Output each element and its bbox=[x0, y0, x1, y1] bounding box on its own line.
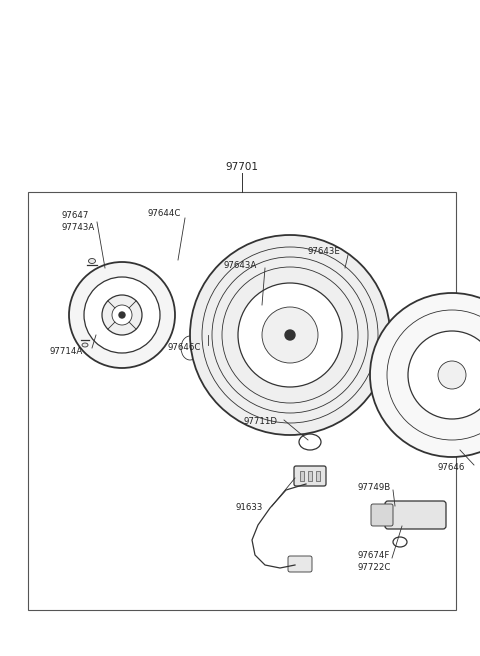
FancyBboxPatch shape bbox=[294, 466, 326, 486]
Text: 97643A: 97643A bbox=[224, 260, 257, 270]
Text: 91633: 91633 bbox=[235, 504, 263, 512]
Bar bbox=[316, 471, 320, 481]
Circle shape bbox=[69, 262, 175, 368]
Text: 97749B: 97749B bbox=[358, 483, 391, 493]
FancyBboxPatch shape bbox=[371, 504, 393, 526]
Text: 97701: 97701 bbox=[226, 162, 259, 172]
Circle shape bbox=[119, 312, 125, 318]
Circle shape bbox=[84, 277, 160, 353]
Bar bbox=[308, 471, 312, 481]
Circle shape bbox=[285, 330, 295, 340]
Ellipse shape bbox=[88, 258, 96, 264]
Text: 97644C: 97644C bbox=[148, 209, 181, 218]
Text: 97674F: 97674F bbox=[358, 550, 390, 560]
Circle shape bbox=[438, 361, 466, 389]
Circle shape bbox=[112, 305, 132, 325]
Text: 97711D: 97711D bbox=[244, 417, 278, 426]
Text: 97722C: 97722C bbox=[358, 562, 391, 571]
Circle shape bbox=[262, 307, 318, 363]
Text: 97643E: 97643E bbox=[308, 247, 341, 256]
Ellipse shape bbox=[82, 343, 88, 347]
Circle shape bbox=[408, 331, 480, 419]
Text: 97714A: 97714A bbox=[50, 348, 83, 356]
Bar bbox=[300, 471, 304, 481]
Text: 97646C: 97646C bbox=[168, 344, 202, 352]
FancyBboxPatch shape bbox=[385, 501, 446, 529]
Text: 97646: 97646 bbox=[438, 464, 466, 472]
Text: 97647: 97647 bbox=[62, 211, 89, 220]
Circle shape bbox=[370, 293, 480, 457]
FancyBboxPatch shape bbox=[288, 556, 312, 572]
Text: 97743A: 97743A bbox=[62, 224, 95, 232]
Circle shape bbox=[190, 235, 390, 435]
Circle shape bbox=[102, 295, 142, 335]
Bar bbox=[28, 192, 456, 610]
Circle shape bbox=[238, 283, 342, 387]
